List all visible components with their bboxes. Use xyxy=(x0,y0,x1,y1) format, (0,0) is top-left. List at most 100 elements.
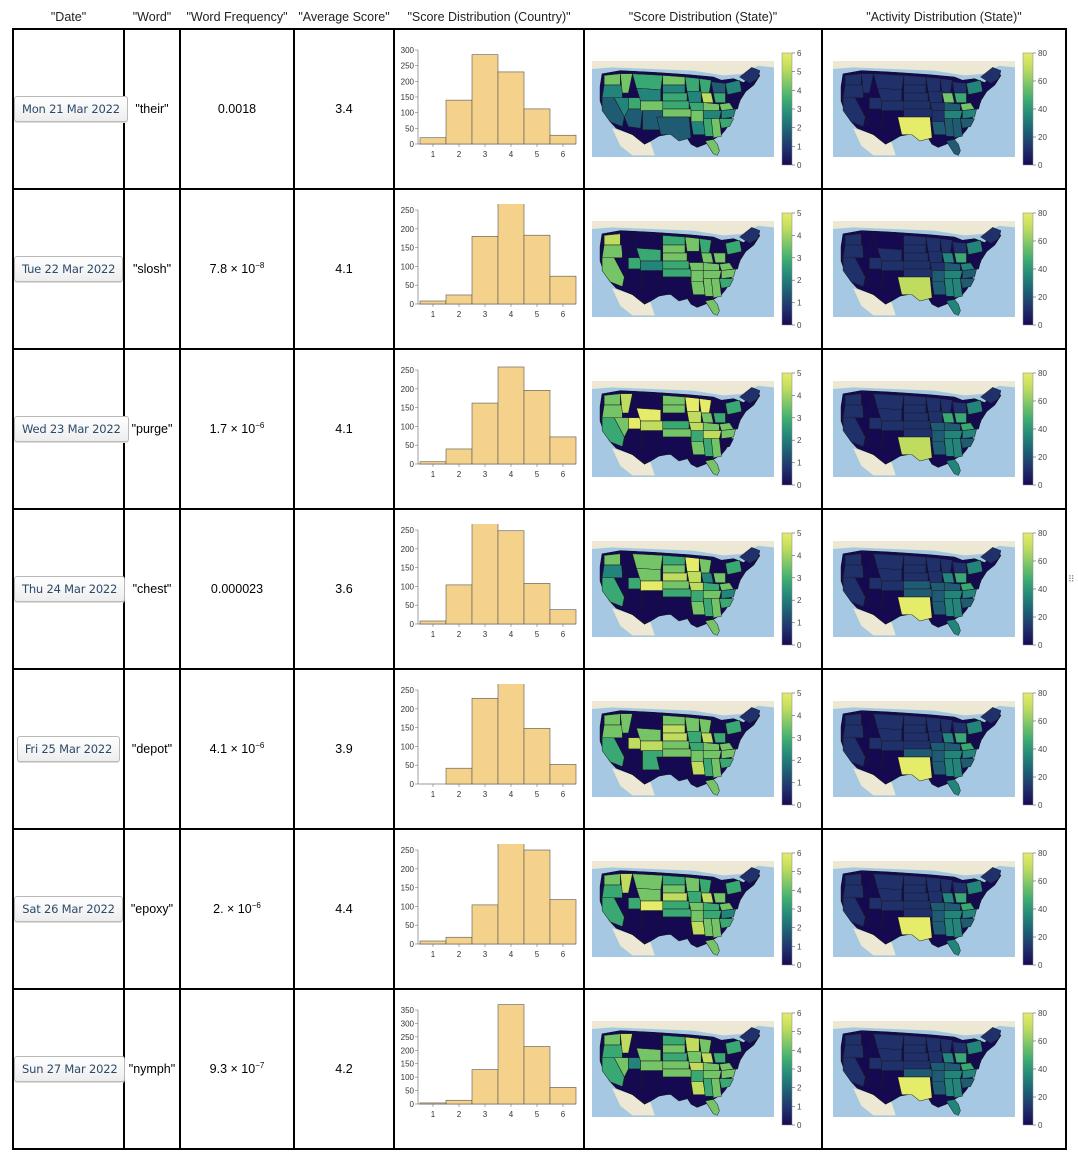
score-color-legend: 5 4 3 2 1 0 xyxy=(781,370,802,488)
score-histogram: 250 200 150 100 50 0 1 2 3 4 5 6 xyxy=(401,194,577,319)
histogram-x-tick-label: 3 xyxy=(483,150,488,159)
map-state-region xyxy=(927,891,943,903)
map-state-region xyxy=(729,580,740,590)
map-state-region xyxy=(952,1041,967,1054)
map-state-region xyxy=(702,430,722,439)
histogram-x-tick-label: 2 xyxy=(457,950,462,959)
map-state-region xyxy=(729,260,740,270)
legend-tick-label: 3 xyxy=(797,734,802,743)
histogram-y-tick-label: 0 xyxy=(410,620,415,629)
date-button[interactable]: Wed 23 Mar 2022 xyxy=(14,416,129,442)
legend-tick-label: 80 xyxy=(1038,850,1047,858)
table-row: Tue 22 Mar 2022 "slosh" 7.8 × 10−8 4.1 250 20… xyxy=(12,188,1067,350)
histogram-x-tick-label: 5 xyxy=(535,310,540,319)
histogram-x-tick-label: 5 xyxy=(535,1110,540,1119)
histogram-bar xyxy=(549,436,577,464)
map-state-region xyxy=(903,908,933,918)
score-histogram: 250 200 150 100 50 0 1 2 3 4 5 6 xyxy=(401,682,577,799)
map-state-region xyxy=(620,233,633,254)
map-state-region xyxy=(713,892,726,903)
date-button[interactable]: Sun 27 Mar 2022 xyxy=(14,1056,126,1082)
date-button[interactable]: Mon 21 Mar 2022 xyxy=(14,96,128,122)
score-histogram: 300 250 200 150 100 50 0 1 2 3 4 5 6 xyxy=(401,46,577,159)
map-state-region xyxy=(897,276,933,302)
histogram-y-tick-label: 350 xyxy=(401,1006,415,1015)
map-state-region xyxy=(662,900,690,910)
map-state-region xyxy=(727,732,742,743)
map-state-region xyxy=(662,588,692,598)
average-score-cell: 4.4 xyxy=(293,828,395,990)
legend-tick-label: 6 xyxy=(797,50,802,58)
map-state-region xyxy=(628,737,641,750)
histogram-bar xyxy=(471,1068,499,1104)
map-state-region xyxy=(684,76,700,92)
map-state-region xyxy=(903,92,929,102)
histogram-x-tick-label: 3 xyxy=(483,470,488,479)
score-color-legend: 5 4 3 2 1 0 xyxy=(781,690,802,808)
date-button[interactable]: Fri 25 Mar 2022 xyxy=(16,736,121,762)
map-state-region xyxy=(656,756,692,782)
histogram-x-tick-label: 6 xyxy=(561,1110,566,1119)
map-state-region xyxy=(943,742,961,751)
map-state-region xyxy=(873,233,905,251)
map-state-region xyxy=(632,73,664,91)
map-state-region xyxy=(711,598,722,619)
map-state-region xyxy=(881,740,905,751)
map-state-region xyxy=(873,1033,905,1051)
map-state-region xyxy=(719,118,734,129)
map-state-region xyxy=(721,588,736,599)
map-state-region xyxy=(881,900,905,911)
date-cell: Tue 22 Mar 2022 xyxy=(12,188,125,350)
date-button[interactable]: Thu 24 Mar 2022 xyxy=(14,576,126,602)
legend-tick-label: 40 xyxy=(1038,265,1047,274)
average-score-cell: 4.1 xyxy=(293,348,395,510)
activity-state-map xyxy=(833,1021,1015,1117)
map-state-region xyxy=(931,921,947,935)
map-state-region xyxy=(686,1051,702,1063)
map-state-region xyxy=(656,116,692,142)
map-state-region xyxy=(729,100,740,110)
map-state-region xyxy=(865,748,884,769)
histogram-y-tick-label: 50 xyxy=(405,281,414,290)
map-state-region xyxy=(903,412,929,422)
map-state-region xyxy=(873,873,905,891)
map-state-region xyxy=(690,270,704,282)
legend-tick-label: 20 xyxy=(1038,1093,1047,1102)
map-state-region xyxy=(662,1044,686,1054)
legend-tick-label: 60 xyxy=(1038,717,1047,726)
map-state-region xyxy=(903,564,927,574)
legend-tick-label: 40 xyxy=(1038,745,1047,754)
map-state-region xyxy=(881,1060,905,1071)
map-state-region xyxy=(903,420,931,430)
map-state-region xyxy=(903,1035,927,1046)
map-state-region xyxy=(903,235,927,246)
map-state-region xyxy=(927,571,943,583)
map-state-region xyxy=(640,1060,664,1071)
map-state-region xyxy=(702,270,722,279)
map-state-region xyxy=(865,428,884,449)
legend-tick-label: 60 xyxy=(1038,877,1047,886)
activity-color-legend: 80 60 40 20 0 xyxy=(1022,1010,1047,1128)
map-state-region xyxy=(686,411,702,423)
score-state-map xyxy=(592,861,774,957)
resize-handle-icon[interactable]: ⠿ xyxy=(1068,574,1075,584)
map-state-region xyxy=(711,561,726,574)
activity-distribution-cell: 80 60 40 20 0 xyxy=(821,188,1067,350)
legend-tick-label: 80 xyxy=(1038,530,1047,538)
histogram-y-tick-label: 50 xyxy=(405,601,414,610)
word-cell: "chest" xyxy=(123,508,181,670)
date-button[interactable]: Tue 22 Mar 2022 xyxy=(14,256,124,282)
map-state-region xyxy=(903,748,933,758)
map-state-region xyxy=(903,900,931,910)
map-state-region xyxy=(903,108,933,118)
map-state-region xyxy=(662,1068,692,1078)
map-state-region xyxy=(952,438,963,459)
map-state-region xyxy=(925,716,941,732)
date-button[interactable]: Sat 26 Mar 2022 xyxy=(14,896,123,922)
map-state-region xyxy=(688,262,704,271)
histogram-y-tick-label: 100 xyxy=(401,422,415,431)
map-state-region xyxy=(943,590,963,599)
map-state-region xyxy=(903,84,927,94)
map-state-region xyxy=(931,601,947,615)
activity-state-map xyxy=(833,541,1015,637)
